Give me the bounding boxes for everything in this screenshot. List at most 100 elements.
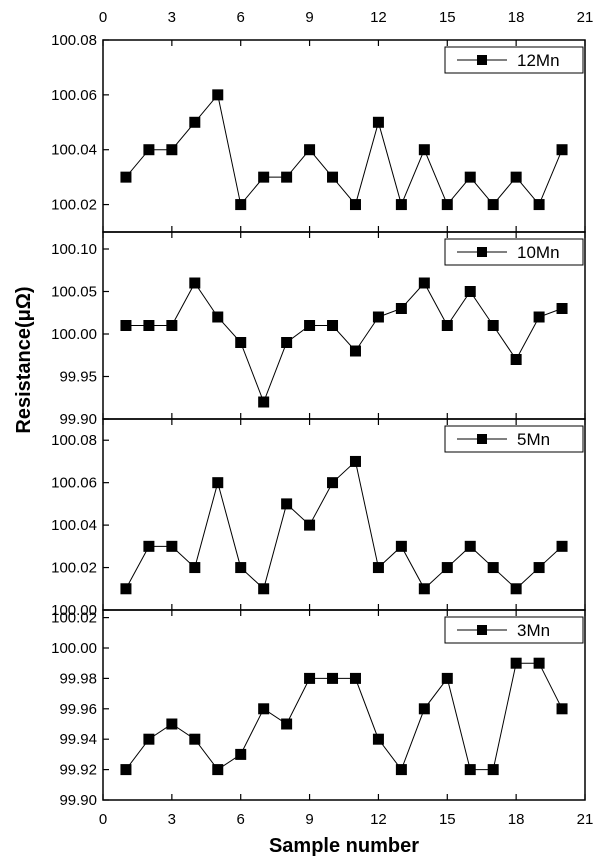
x-axis-title: Sample number	[269, 835, 419, 857]
data-point	[418, 144, 430, 156]
data-point	[349, 672, 361, 684]
data-point	[510, 657, 522, 669]
legend: 3Mn	[444, 616, 584, 644]
x-tick-label-top: 9	[305, 9, 313, 26]
data-point	[327, 320, 339, 331]
data-point	[487, 764, 499, 776]
data-point	[533, 562, 545, 574]
x-tick-label-top: 18	[508, 9, 525, 26]
data-point	[510, 354, 522, 365]
data-point	[556, 303, 568, 314]
data-point	[304, 320, 316, 331]
y-tick-label: 99.90	[59, 411, 97, 428]
legend-marker	[477, 625, 487, 635]
data-point	[372, 733, 384, 745]
data-point	[166, 540, 178, 552]
data-point	[372, 311, 384, 323]
data-point	[304, 144, 316, 156]
panel-10Mn: 100.10 100.05 100.00 99.95 99.90 10Mn	[51, 231, 586, 428]
y-tick-label: 100.00	[51, 602, 97, 619]
x-tick-label-top: 0	[99, 9, 107, 26]
data-point	[349, 199, 361, 211]
x-tick-label-top: 3	[168, 9, 176, 26]
legend-marker	[477, 434, 487, 444]
y-tick-label: 100.06	[51, 87, 97, 104]
y-tick-label: 100.08	[51, 32, 97, 49]
data-point	[533, 311, 545, 323]
data-point	[304, 672, 316, 684]
series-line	[125, 93, 563, 207]
data-point	[189, 277, 201, 289]
data-point	[235, 562, 247, 574]
data-point	[533, 199, 545, 211]
data-point	[143, 540, 155, 552]
data-point	[441, 672, 453, 684]
data-point	[372, 562, 384, 574]
panel-frame	[102, 609, 586, 801]
data-point	[487, 320, 499, 331]
data-point	[395, 540, 407, 552]
data-point	[533, 657, 545, 669]
series-line	[125, 282, 563, 404]
data-point	[143, 733, 155, 745]
y-tick-label: 100.04	[51, 517, 97, 534]
data-point	[327, 672, 339, 684]
panel-3Mn: 100.02 100.00 99.98 99.96 99.94 99.92 99.90 3Mn	[51, 609, 586, 809]
data-point	[189, 562, 201, 574]
data-point	[120, 171, 132, 183]
data-point	[212, 764, 224, 776]
y-tick-label: 99.92	[59, 762, 97, 779]
series-line	[125, 662, 563, 771]
data-point	[258, 396, 270, 408]
data-point	[441, 562, 453, 574]
y-tick-label: 100.10	[51, 241, 97, 258]
legend-label: 5Mn	[517, 430, 550, 449]
y-tick-label: 100.06	[51, 475, 97, 492]
data-point	[281, 171, 293, 183]
y-tick-label: 100.02	[51, 197, 97, 214]
data-point	[349, 345, 361, 357]
legend-label: 12Mn	[517, 51, 560, 70]
legend-marker	[477, 55, 487, 65]
data-point	[281, 718, 293, 730]
x-tick-label-bottom: 9	[305, 811, 313, 828]
data-point	[258, 171, 270, 183]
y-axis-title: Resistance(μΩ)	[13, 286, 35, 433]
data-point	[258, 703, 270, 715]
legend: 12Mn	[444, 46, 584, 74]
x-tick-label-top: 12	[370, 9, 387, 26]
data-point	[235, 748, 247, 760]
legend-label: 10Mn	[517, 243, 560, 262]
data-point	[372, 116, 384, 128]
data-point	[395, 303, 407, 314]
panel-5Mn: 100.08 100.06 100.04 100.02 100.00 5Mn	[51, 418, 586, 619]
data-point	[510, 171, 522, 183]
y-tick-label: 99.95	[59, 369, 97, 386]
data-point	[166, 144, 178, 156]
legend: 5Mn	[444, 425, 584, 453]
data-point	[120, 583, 132, 595]
y-tick-label: 100.05	[51, 284, 97, 301]
data-point	[189, 733, 201, 745]
data-point	[418, 583, 430, 595]
data-point	[556, 144, 568, 156]
x-tick-label-bottom: 6	[237, 811, 245, 828]
data-point	[418, 277, 430, 289]
data-point	[143, 320, 155, 331]
panel-12Mn: 100.08 100.06 100.04 100.02 12Mn	[51, 32, 586, 233]
x-tick-label-top: 6	[237, 9, 245, 26]
data-point	[487, 562, 499, 574]
x-tick-label-bottom: 21	[577, 811, 594, 828]
x-tick-label-bottom: 12	[370, 811, 387, 828]
x-tick-label-top: 21	[577, 9, 594, 26]
data-point	[441, 320, 453, 331]
data-point	[464, 286, 476, 297]
data-point	[327, 477, 339, 489]
y-tick-label: 99.96	[59, 701, 97, 718]
data-point	[395, 764, 407, 776]
data-point	[143, 144, 155, 156]
data-point	[556, 703, 568, 715]
y-tick-label: 99.94	[59, 731, 97, 748]
data-point	[464, 171, 476, 183]
